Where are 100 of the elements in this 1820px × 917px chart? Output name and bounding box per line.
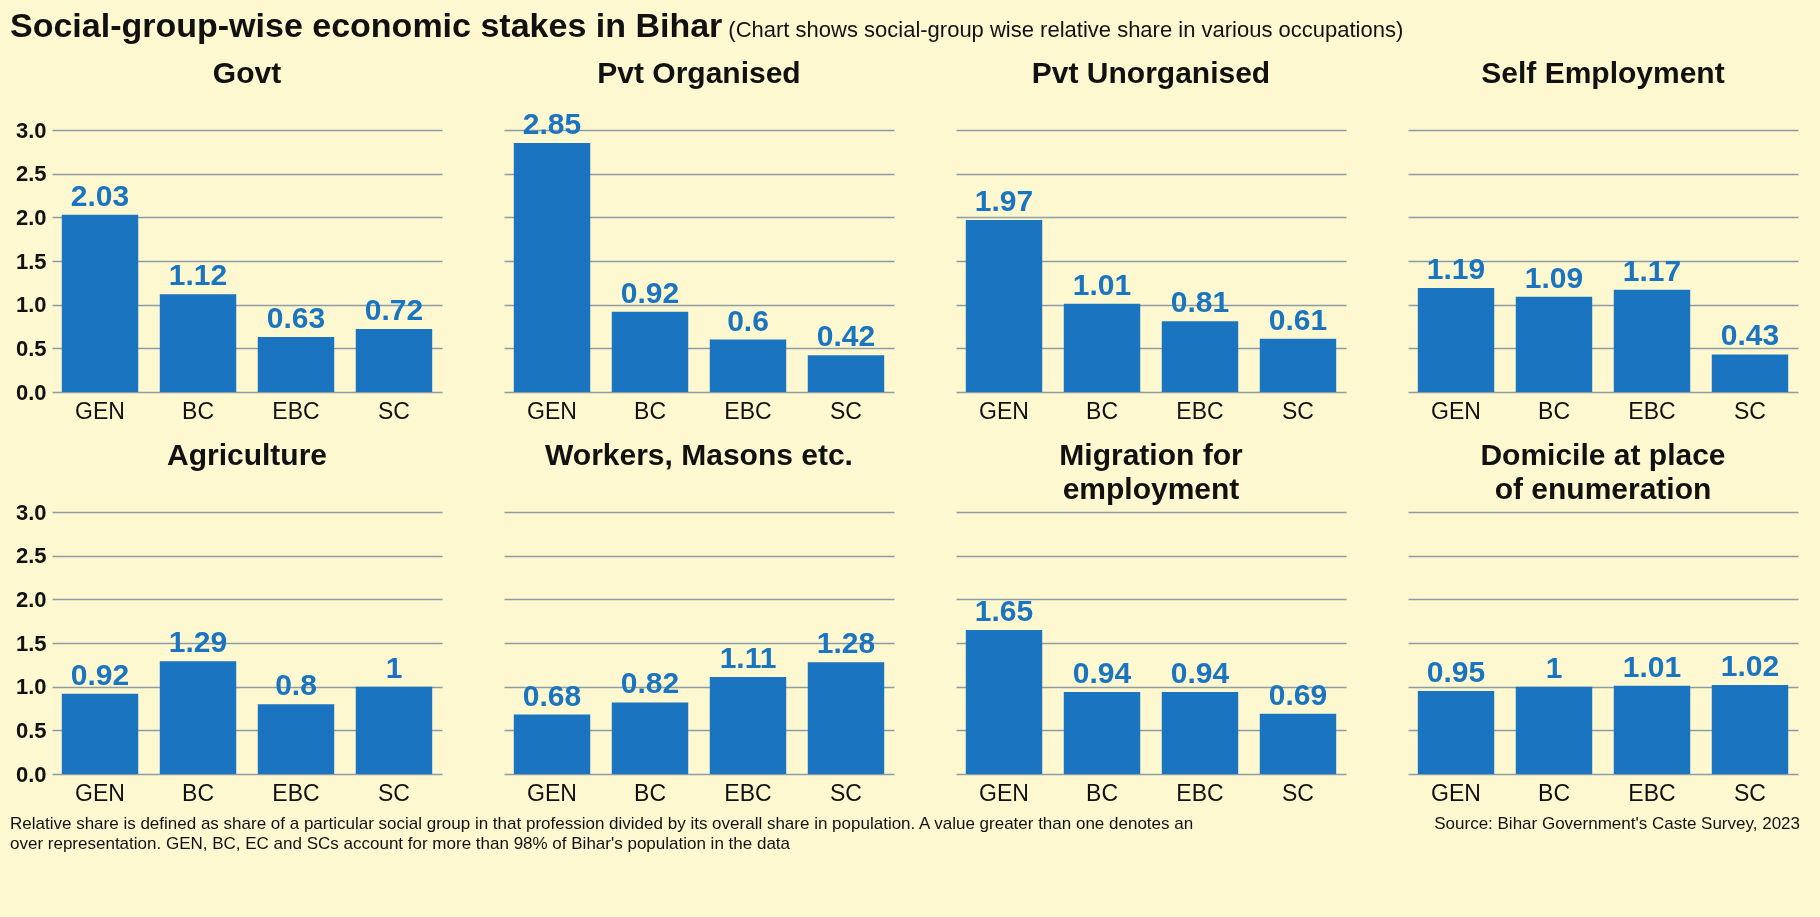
bar [1417, 288, 1495, 392]
source-note: Source: Bihar Government's Caste Survey, 2023 [1434, 814, 1800, 835]
data-label: 0.68 [522, 678, 582, 712]
chart-title: Pvt Unorganised [1030, 56, 1272, 90]
data-label: 0.43 [1720, 318, 1780, 352]
y-tick-label: 2.5 [15, 161, 47, 187]
y-tick-label: 0.5 [15, 717, 47, 743]
text: Relative share is defined as share of a particular social group in that profession divided by its overall share in population. A value greater than one denotes an over representation. GEN, BC, EC and SCs account for more than 98% of Bihar's population in the data [10, 814, 1195, 854]
data-label: 1.12 [168, 258, 228, 292]
data-label: 1.09 [1524, 260, 1584, 294]
x-tick-label: SC [378, 397, 410, 424]
bar [1711, 354, 1789, 392]
x-tick-label: EBC [272, 397, 320, 424]
data-label: 0.6 [727, 303, 769, 337]
x-tick-label: BC [182, 397, 214, 424]
bar [807, 355, 885, 392]
bar [709, 339, 787, 392]
x-tick-label: BC [182, 779, 214, 806]
chart-title: Self Employment [1480, 56, 1726, 90]
y-tick-label: 0.5 [15, 335, 47, 361]
bar [159, 661, 237, 774]
x-tick-label: SC [1734, 397, 1766, 424]
x-tick-label: GEN [527, 397, 577, 424]
chart-title: Pvt Organised [596, 56, 802, 90]
data-label: 0.94 [1170, 655, 1230, 689]
y-tick-label: 1.0 [15, 292, 47, 318]
data-label: 2.03 [70, 178, 130, 212]
x-tick-label: SC [830, 779, 862, 806]
data-label: 0.8 [275, 668, 317, 702]
data-label: 0.72 [364, 293, 424, 327]
y-tick-label: 2.0 [15, 204, 47, 230]
x-tick-label: GEN [527, 779, 577, 806]
x-tick-label: GEN [1431, 779, 1481, 806]
y-tick-label: 2.0 [15, 586, 47, 612]
data-label: 0.92 [70, 657, 130, 691]
y-tick-label: 1.5 [15, 630, 47, 656]
data-label: 1 [1545, 650, 1563, 684]
x-tick-label: BC [1538, 779, 1570, 806]
x-tick-label: BC [634, 779, 666, 806]
x-tick-label: SC [1734, 779, 1766, 806]
x-tick-label: GEN [979, 397, 1029, 424]
data-label: 0.69 [1268, 677, 1328, 711]
x-tick-label: SC [1282, 779, 1314, 806]
data-label: 0.61 [1268, 302, 1328, 336]
data-label: 0.94 [1072, 655, 1132, 689]
x-tick-label: EBC [272, 779, 320, 806]
chart-title: Workers, Masons etc. [544, 438, 854, 472]
bar [355, 329, 433, 392]
x-tick-label: GEN [75, 779, 125, 806]
bar [159, 294, 237, 392]
data-label: 1.02 [1720, 648, 1780, 682]
bar [807, 662, 885, 774]
chart-title: Domicile at place of enumeration [1479, 438, 1727, 506]
bar [1161, 321, 1239, 392]
bar [61, 693, 139, 774]
x-tick-label: EBC [1176, 779, 1224, 806]
x-tick-label: BC [1086, 397, 1118, 424]
data-label: 1 [385, 650, 403, 684]
text: (Chart shows social-group wise relative share in various occupations) [728, 17, 1404, 42]
bar [709, 677, 787, 774]
x-tick-label: SC [378, 779, 410, 806]
x-tick-label: GEN [1431, 397, 1481, 424]
data-label: 0.63 [266, 300, 326, 334]
x-tick-label: BC [1086, 779, 1118, 806]
x-tick-label: BC [634, 397, 666, 424]
bar [1613, 289, 1691, 392]
bar [61, 214, 139, 392]
x-tick-label: EBC [1628, 397, 1676, 424]
x-tick-label: EBC [724, 779, 772, 806]
data-label: 1.01 [1072, 267, 1132, 301]
bar [1063, 303, 1141, 392]
y-tick-label: 0.0 [15, 761, 47, 787]
chart-title: Migration for employment [1058, 438, 1244, 506]
bar [611, 702, 689, 774]
y-tick-label: 3.0 [15, 117, 47, 143]
y-tick-label: 3.0 [15, 499, 47, 525]
text: Social-group-wise economic stakes in Bihar [10, 6, 723, 44]
y-tick-label: 0.0 [15, 379, 47, 405]
chart-title: Govt [211, 56, 283, 90]
data-label: 1.11 [719, 641, 777, 675]
data-label: 1.65 [974, 593, 1034, 627]
bar [1515, 296, 1593, 392]
bar [513, 143, 591, 392]
data-label: 1.19 [1426, 252, 1486, 286]
bar [965, 219, 1043, 392]
data-label: 2.85 [522, 107, 582, 141]
x-tick-label: SC [830, 397, 862, 424]
bar [257, 336, 335, 392]
x-tick-label: GEN [75, 397, 125, 424]
data-label: 1.28 [816, 626, 876, 660]
data-label: 0.92 [620, 275, 680, 309]
bar [355, 686, 433, 774]
data-label: 1.97 [974, 183, 1034, 217]
x-tick-label: EBC [1628, 779, 1676, 806]
data-label: 0.82 [620, 666, 680, 700]
data-label: 1.17 [1622, 253, 1682, 287]
data-label: 1.01 [1622, 649, 1682, 683]
bar [611, 311, 689, 392]
x-tick-label: EBC [1176, 397, 1224, 424]
bar [1259, 338, 1337, 392]
